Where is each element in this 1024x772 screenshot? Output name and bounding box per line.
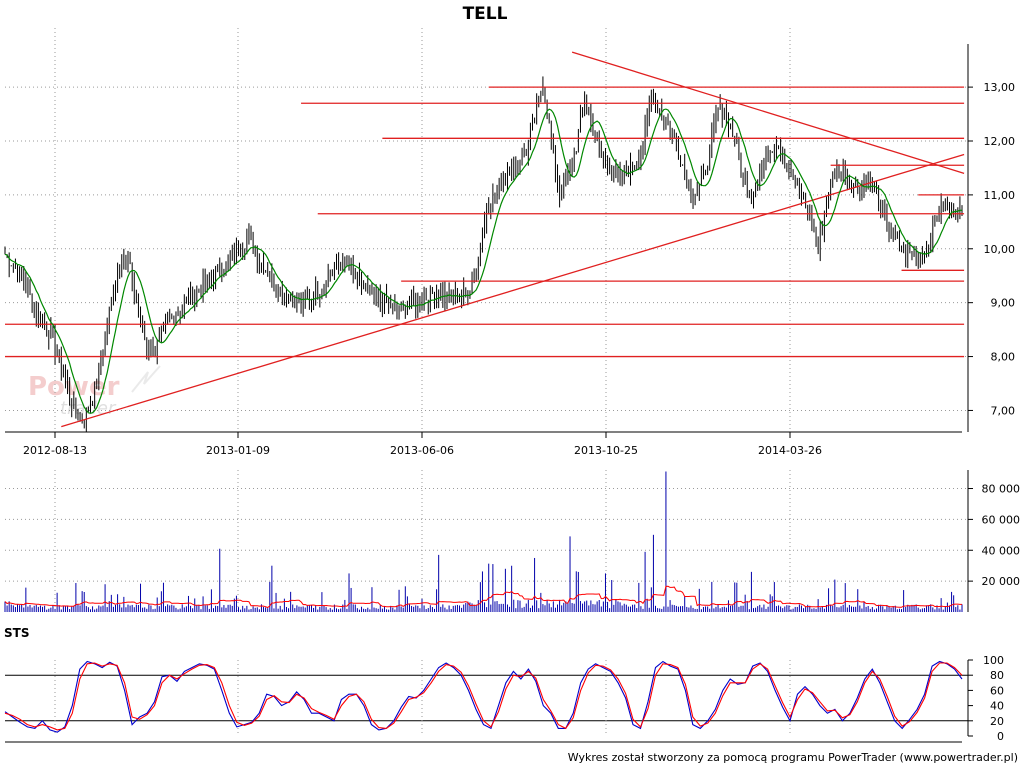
volume-tick-label: 80 000 (982, 483, 1021, 496)
trend-line (61, 153, 965, 428)
sma-line (4, 108, 963, 414)
sts-title: STS (4, 626, 29, 640)
price-tick-label: 11,00 (984, 189, 1016, 202)
price-tick-label: 13,00 (984, 81, 1016, 94)
sts-d-line (4, 662, 963, 731)
date-tick-label: 2013-10-25 (574, 444, 638, 457)
sts-grid (5, 660, 968, 736)
volume-bars (4, 471, 963, 612)
sts-tick-label: 0 (997, 730, 1004, 743)
price-tick-label: 9,00 (991, 297, 1016, 310)
moving-average (4, 108, 963, 414)
watermark-swoosh (131, 365, 161, 393)
date-axis: 2012-08-13 2013-01-09 2013-06-06 2013-10-25… (5, 431, 962, 457)
chart-title: TELL (463, 4, 508, 24)
sts-axis: 0 20 40 60 80 100 (5, 654, 1004, 743)
volume-tick-label: 20 000 (982, 575, 1021, 588)
sts-tick-label: 20 (990, 715, 1004, 728)
price-tick-label: 10,00 (984, 243, 1016, 256)
volume-tick-label: 60 000 (982, 513, 1021, 526)
volume-axis: 20 000 40 000 60 000 80 000 (967, 470, 1021, 612)
price-axis: 7,00 8,00 9,00 10,00 11,00 12,00 13,00 (967, 44, 1016, 432)
sts-tick-label: 80 (990, 669, 1004, 682)
date-tick-label: 2014-03-26 (758, 444, 822, 457)
price-tick-label: 8,00 (991, 351, 1016, 364)
sts-tick-label: 40 (990, 700, 1004, 713)
volume-grid (5, 470, 968, 612)
trend-line (571, 51, 965, 174)
sts-k-line (4, 660, 963, 733)
price-tick-label: 7,00 (991, 404, 1016, 417)
date-tick-label: 2013-06-06 (390, 444, 454, 457)
sts-tick-label: 60 (990, 684, 1004, 697)
footer-credit: Wykres został stworzony za pomocą progra… (568, 751, 1018, 764)
volume-average (4, 585, 962, 609)
date-tick-label: 2012-08-13 (23, 444, 87, 457)
volume-average-line (4, 585, 962, 609)
sts-tick-label: 100 (983, 654, 1004, 667)
support-resistance-lines (5, 51, 965, 428)
date-tick-label: 2013-01-09 (206, 444, 270, 457)
volume-tick-label: 40 000 (982, 544, 1021, 557)
price-tick-label: 12,00 (984, 135, 1016, 148)
sts-lines (4, 660, 963, 733)
